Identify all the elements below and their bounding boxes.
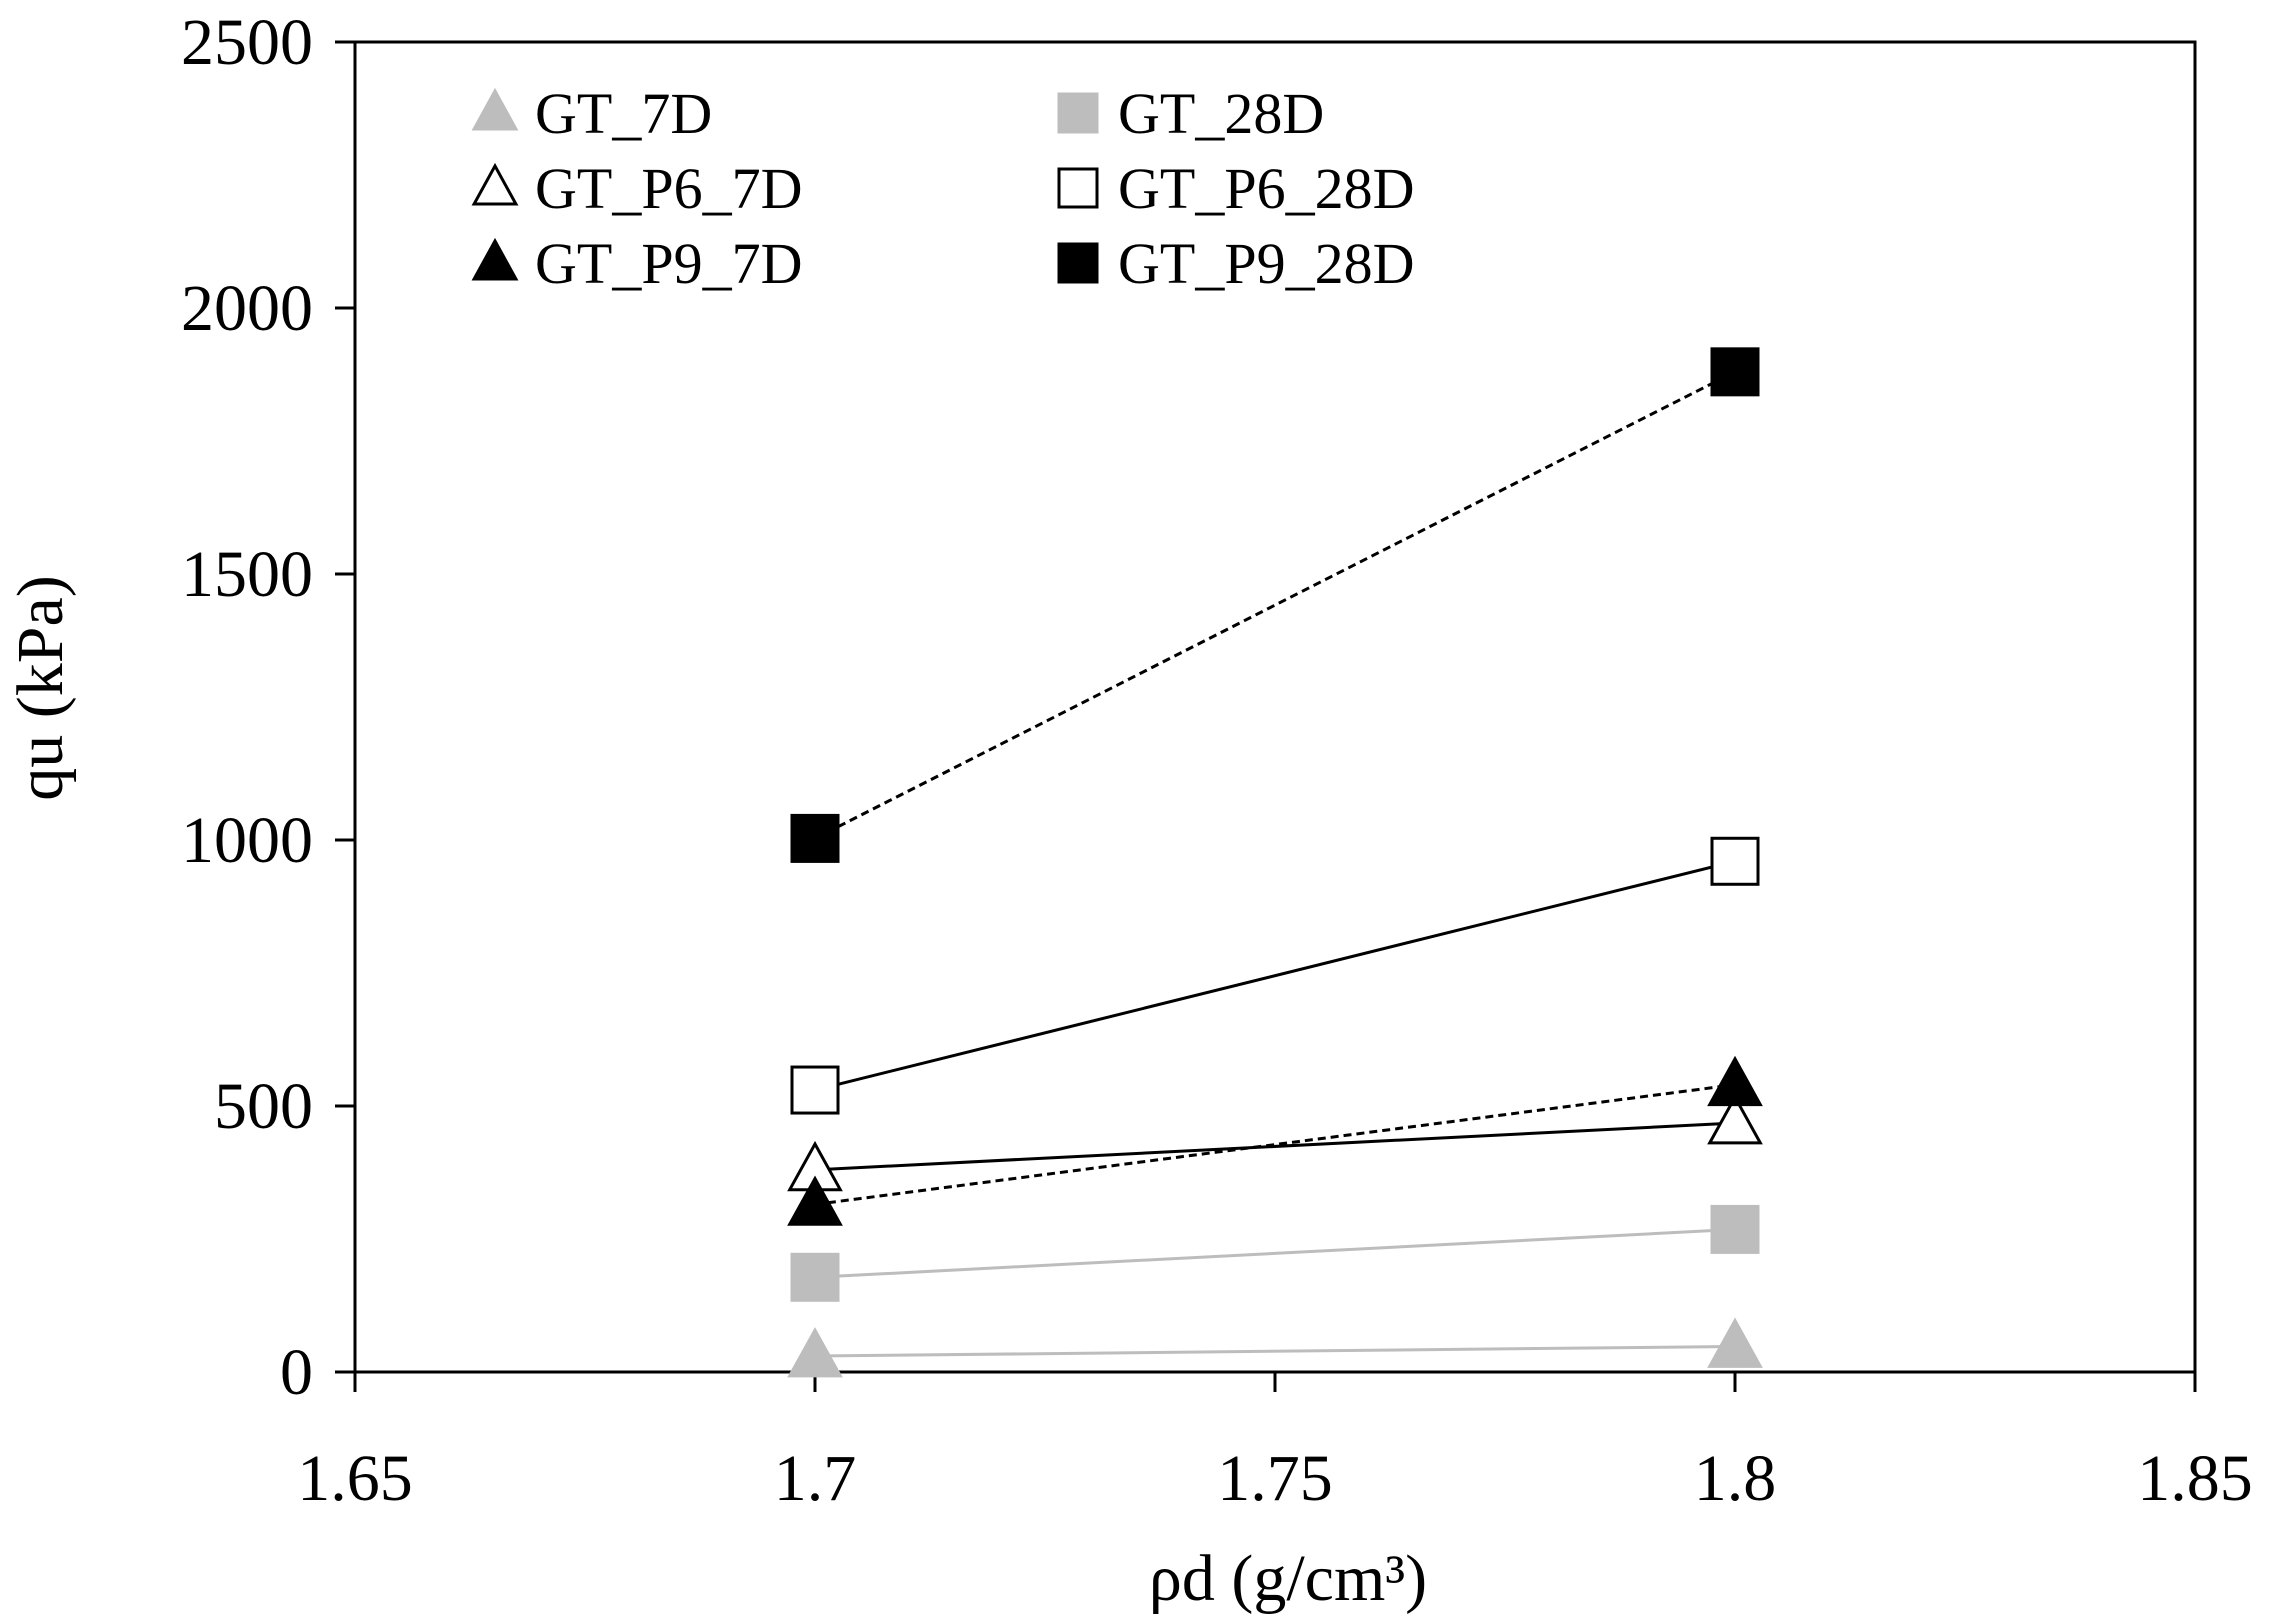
series-line-gt-7d [814, 1344, 1736, 1358]
x-tick-label: 1.75 [1217, 1442, 1333, 1515]
series-line-gt-p6-7d [814, 1121, 1736, 1172]
data-point-gt-28d [1710, 1204, 1760, 1254]
y-axis-title: qu (kPa) [4, 575, 77, 800]
data-point-gt-p6-28d [790, 1065, 840, 1115]
series-lines [814, 370, 1736, 1358]
data-point-gt-p6-7d [1707, 1094, 1763, 1145]
legend-label-gt-p6-28d: GT_P6_28D [1118, 156, 1414, 221]
data-point-gt-7d [1707, 1317, 1763, 1368]
x-tick-label: 1.85 [2137, 1442, 2253, 1515]
legend-marker-gt-p6-28d [1057, 167, 1099, 209]
x-tick-label: 1.7 [774, 1442, 857, 1515]
data-point-gt-p6-28d [1710, 836, 1760, 886]
series-line-gt-p9-28d [814, 370, 1736, 840]
data-point-gt-p9-7d [787, 1175, 843, 1226]
legend-label-gt-7d: GT_7D [535, 81, 712, 146]
legend: GT_7D GT_28D GT_P6_7D GT_P6_28D GT_P9_7D GT_P… [471, 81, 1414, 296]
y-tick-label: 0 [280, 1336, 313, 1409]
y-tick-label: 2500 [181, 6, 313, 79]
legend-marker-gt-28d [1057, 92, 1099, 134]
x-tick-label: 1.8 [1694, 1442, 1777, 1515]
x-tick-label: 1.65 [297, 1442, 413, 1515]
legend-marker-gt-7d [471, 87, 519, 131]
data-point-gt-p9-28d [1710, 347, 1760, 397]
series-line-gt-p6-28d [814, 859, 1736, 1092]
y-tick-label: 2000 [181, 272, 313, 345]
series-markers [787, 347, 1763, 1378]
legend-marker-gt-p6-7d [471, 162, 519, 206]
series-line-gt-p9-7d [814, 1083, 1736, 1206]
x-axis-title: ρd (g/cm³) [1149, 1542, 1427, 1615]
legend-label-gt-28d: GT_28D [1118, 81, 1324, 146]
legend-label-gt-p6-7d: GT_P6_7D [535, 156, 802, 221]
data-point-gt-p9-7d [1707, 1055, 1763, 1107]
data-point-gt-p9-28d [790, 813, 840, 863]
y-tick-label: 500 [214, 1070, 313, 1143]
legend-label-gt-p9-28d: GT_P9_28D [1118, 231, 1414, 296]
data-point-gt-28d [790, 1252, 840, 1302]
y-tick-label: 1500 [181, 538, 313, 611]
axis-ticks: 0 500 1000 1500 2000 2500 1.65 1.7 1.75 1.8 1.85 [181, 6, 2253, 1515]
data-point-gt-7d [787, 1327, 843, 1378]
legend-marker-gt-p9-28d [1057, 242, 1099, 284]
legend-marker-gt-p9-7d [471, 237, 519, 281]
series-line-gt-28d [814, 1227, 1736, 1279]
y-tick-label: 1000 [181, 804, 313, 877]
legend-label-gt-p9-7d: GT_P9_7D [535, 231, 802, 296]
